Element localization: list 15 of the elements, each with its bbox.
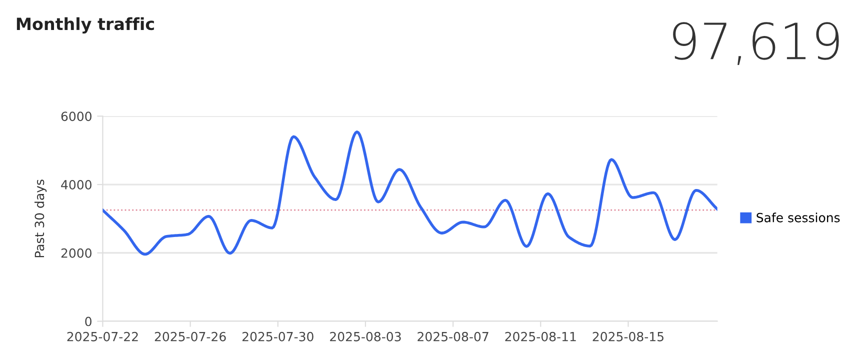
y-tick-label: 6000 (61, 112, 92, 122)
legend-label: Safe sessions (756, 212, 840, 222)
x-tick-label: 2025-07-22 (67, 332, 138, 342)
y-tick-label: 0 (85, 316, 92, 326)
y-tick-label: 2000 (61, 248, 92, 258)
x-tick-label: 2025-07-30 (242, 332, 314, 342)
x-tick-label: 2025-08-15 (592, 332, 664, 342)
chart-title: Monthly traffic (16, 17, 154, 34)
x-tick-label: 2025-08-11 (505, 332, 576, 342)
x-tick-label: 2025-08-07 (418, 332, 488, 342)
x-tick-label: 2025-07-26 (154, 332, 226, 342)
text: 97,619 (673, 22, 839, 65)
x-tick-label: 2025-08-03 (330, 332, 401, 342)
y-tick-label: 4000 (61, 180, 92, 190)
y-axis-title: Past 30 days (34, 180, 47, 258)
